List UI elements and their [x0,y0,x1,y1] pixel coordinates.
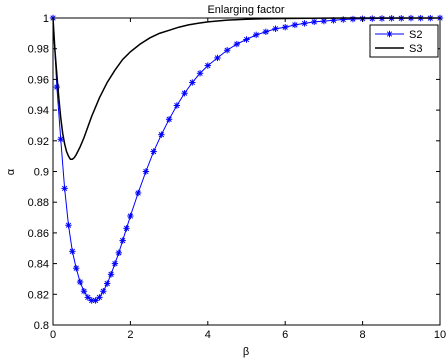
data-point-S2 [311,18,318,26]
y-axis-label: α [5,168,17,175]
data-point-S2 [150,148,157,155]
data-point-S2 [92,297,99,304]
data-point-S2 [223,47,231,54]
x-tick-label: 2 [127,329,133,341]
data-point-S2 [204,62,211,69]
data-point-S2 [107,271,115,278]
data-point-S2 [100,288,107,295]
data-point-S2 [119,237,126,244]
y-tick-label: 0.82 [28,289,49,301]
data-point-S2 [134,189,142,197]
data-point-S2 [57,136,64,143]
data-point-S2 [243,36,250,43]
data-point-S2 [103,280,111,287]
data-point-S2 [80,288,88,295]
y-tick-label: 0.94 [28,105,49,117]
data-point-S2 [127,212,134,220]
y-tick-label: 0.8 [34,320,49,332]
legend-marker-S2 [386,30,393,38]
x-tick-label: 8 [360,329,366,341]
data-point-S2 [233,40,241,48]
plot-area [53,18,440,325]
data-point-S2 [189,79,196,86]
data-point-S2 [282,24,289,31]
data-point-S2 [61,185,68,192]
legend-label-S3: S3 [409,43,422,55]
series-line-S3 [52,17,440,160]
data-point-S2 [173,102,181,109]
y-tick-label: 0.92 [28,136,49,148]
legend-box [369,24,439,58]
data-point-S2 [165,116,173,123]
data-point-S2 [96,294,103,301]
legend-label-S2: S2 [409,29,422,41]
data-point-S2 [65,222,72,229]
data-point-S2 [272,25,279,32]
data-point-S2 [84,294,92,301]
data-point-S2 [349,15,357,23]
x-tick-label: 10 [434,329,446,341]
y-tick-label: 0.84 [28,259,49,271]
data-point-S2 [142,168,150,175]
x-axis-label: β [243,346,249,358]
data-point-S2 [158,131,165,138]
data-point-S2 [111,260,119,267]
data-point-S2 [181,90,188,97]
data-point-S2 [262,28,270,36]
y-tick-label: 0.86 [28,228,49,240]
y-tick-label: 0.88 [28,197,49,209]
data-point-S2 [76,278,84,286]
data-point-S2 [301,20,308,27]
x-tick-label: 4 [205,329,211,341]
data-point-S2 [252,31,260,39]
x-tick-label: 6 [282,329,288,341]
data-point-S2 [214,54,221,62]
data-point-S2 [73,265,80,272]
data-point-S2 [69,248,76,255]
data-point-S2 [340,16,347,23]
data-point-S2 [115,249,122,257]
y-tick-label: 0.9 [34,167,49,179]
y-tick-label: 0.96 [28,74,49,86]
x-tick-label: 0 [50,329,56,341]
y-tick-label: 0.98 [28,44,49,56]
x-axis: 0 2 4 6 8 10 [50,18,446,341]
data-point-S2 [123,225,130,232]
y-axis: 0.8 0.82 0.84 0.86 0.88 0.9 0.92 0.94 0.96 0.98 1 [28,13,440,332]
data-point-S2 [320,17,328,25]
chart-title: Enlarging factor [207,4,284,16]
data-point-S2 [53,83,61,91]
data-point-S2 [291,21,299,29]
y-tick-label: 1 [43,13,49,25]
data-point-S2 [196,70,204,77]
